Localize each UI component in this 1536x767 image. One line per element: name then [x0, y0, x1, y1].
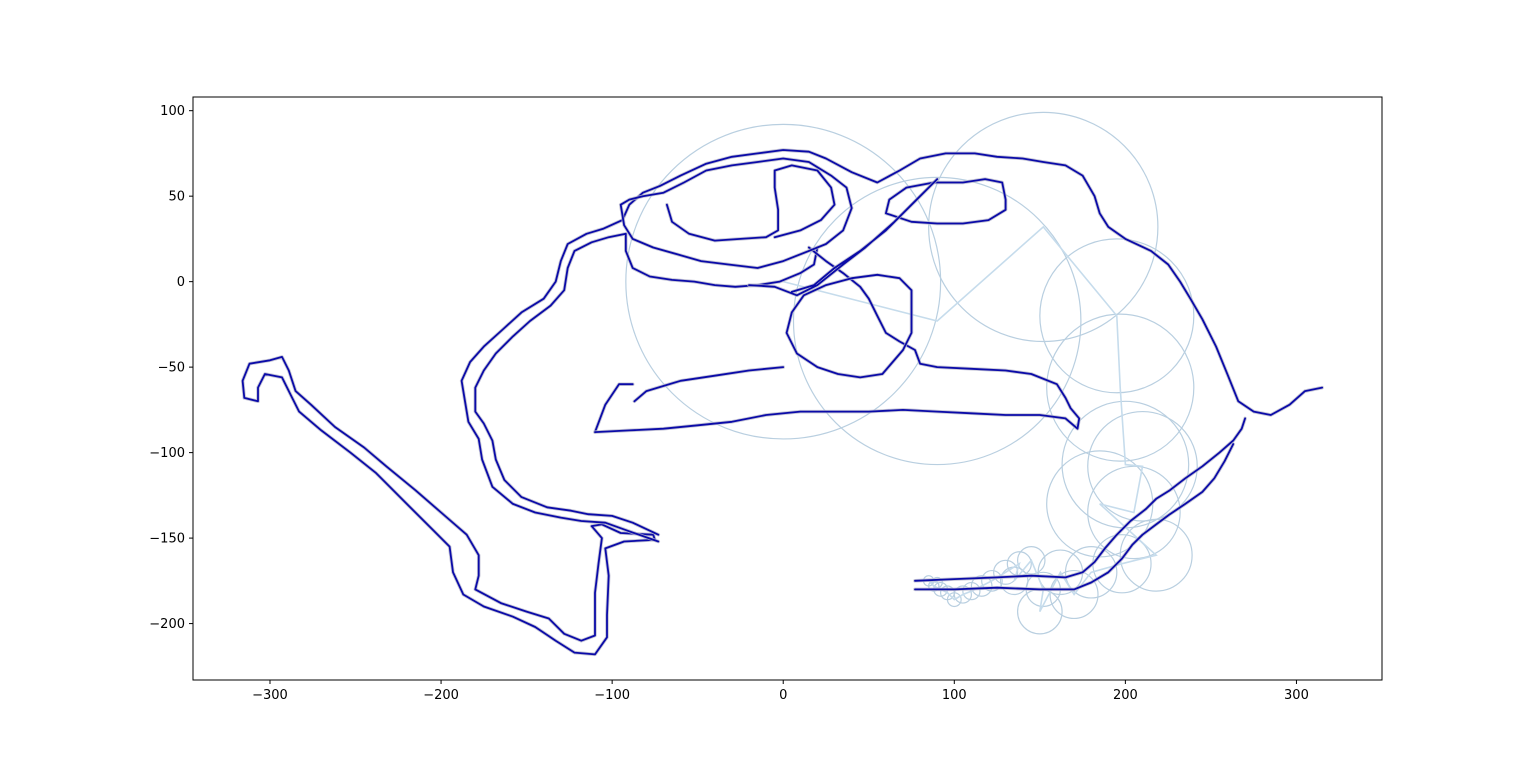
spokes-layer [783, 225, 1158, 612]
path-series-3 [633, 366, 785, 403]
y-axis: 100 50 0 −50 −100 −150 −200 [149, 104, 193, 632]
circle-4 [1046, 313, 1195, 462]
y-tick-label: −150 [149, 532, 185, 547]
path-series-7 [666, 164, 836, 242]
spoke-line-0 [783, 225, 1158, 612]
path-series-12 [914, 443, 1235, 591]
path-series-2 [460, 149, 1323, 543]
circle-20 [981, 569, 1003, 592]
path-series-10 [748, 178, 939, 297]
x-tick-label: 300 [1284, 688, 1309, 703]
x-tick-label: −300 [252, 688, 288, 703]
circle-12 [1049, 569, 1099, 620]
plot-frame [192, 96, 1383, 681]
y-tick-label: −100 [149, 446, 185, 461]
path-series-4 [594, 383, 634, 433]
y-tick-label: −200 [149, 617, 185, 632]
x-tick-label: 200 [1113, 688, 1138, 703]
circle-0 [625, 123, 942, 440]
circle-21 [970, 575, 993, 597]
y-tick-label: −50 [158, 361, 185, 376]
circle-2 [928, 111, 1159, 343]
circle-9 [1119, 518, 1193, 592]
x-tick-label: 0 [779, 688, 787, 703]
y-tick-label: 100 [160, 104, 185, 119]
circle-19 [993, 559, 1019, 585]
y-tick-label: 50 [168, 190, 185, 205]
y-tick-label: 0 [177, 275, 185, 290]
circle-25 [940, 585, 955, 601]
circle-22 [962, 581, 981, 601]
path-series-8 [885, 178, 1007, 225]
path-layer [240, 148, 1324, 657]
path-series-1 [474, 232, 819, 536]
x-tick-label: −200 [423, 688, 459, 703]
x-axis: −300 −200 −100 0 100 200 300 [252, 680, 1309, 703]
circle-7 [1087, 465, 1181, 560]
path-series-0 [241, 356, 656, 656]
circle-6 [1087, 410, 1198, 522]
circle-3 [1039, 238, 1195, 394]
path-series-5 [594, 246, 1081, 433]
x-tick-label: −100 [594, 688, 630, 703]
path-series-11 [914, 417, 1246, 582]
path-series-9 [785, 273, 913, 379]
x-tick-label: 100 [942, 688, 967, 703]
path-series-6 [619, 157, 853, 269]
